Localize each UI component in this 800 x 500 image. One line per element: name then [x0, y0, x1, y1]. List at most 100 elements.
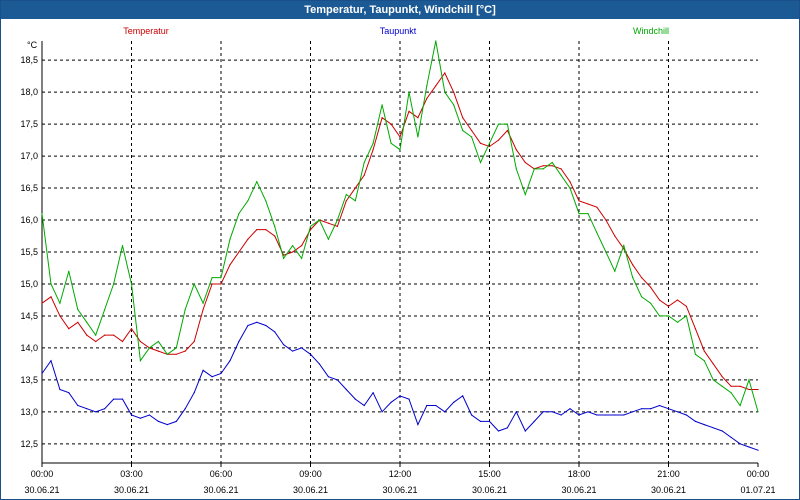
data-point: [336, 225, 338, 227]
data-point: [229, 264, 231, 266]
data-point: [444, 72, 446, 74]
y-tick-label: 16,0: [20, 215, 38, 225]
data-point: [596, 232, 598, 234]
tick-labels: 12,5 13,0 13,5 14,0 14,5 15,0 15,5 16,0 16,5 17,0…: [20, 55, 775, 495]
data-point: [533, 168, 535, 170]
data-point: [605, 414, 607, 416]
data-point: [757, 388, 759, 391]
data-point: [471, 136, 473, 138]
data-point: [497, 139, 500, 141]
data-point: [265, 200, 267, 202]
y-tick-label: 14,5: [20, 311, 38, 321]
x-tick-date: 30.06.21: [472, 485, 507, 495]
data-point: [605, 251, 607, 253]
data-point: [453, 401, 455, 403]
data-point: [363, 174, 365, 176]
data-point: [309, 353, 312, 355]
data-point: [614, 270, 616, 272]
legend-taupunkt: Taupunkt: [380, 26, 417, 36]
data-point: [301, 257, 303, 259]
data-point: [685, 414, 688, 416]
data-point: [676, 299, 679, 301]
data-point: [694, 328, 697, 330]
data-point: [283, 257, 285, 259]
data-point: [130, 283, 133, 285]
data-point: [542, 165, 544, 167]
y-tick-label: 14,0: [20, 343, 38, 353]
data-point: [220, 283, 222, 285]
data-point: [408, 110, 410, 112]
data-point: [238, 213, 240, 215]
data-point: [121, 398, 124, 400]
data-point: [667, 408, 670, 410]
data-point: [301, 347, 303, 349]
data-point: [95, 334, 97, 336]
y-tick-label: 17,0: [20, 151, 38, 161]
data-point: [426, 97, 428, 100]
data-point: [327, 238, 329, 240]
data-point: [399, 136, 401, 138]
x-tick-date: 30.06.21: [561, 485, 596, 495]
data-point: [211, 376, 213, 378]
data-point: [381, 411, 383, 413]
data-point: [748, 446, 750, 448]
y-tick-label: 15,0: [20, 279, 38, 289]
data-point: [372, 149, 374, 151]
data-point: [345, 388, 347, 391]
data-point: [41, 213, 43, 215]
data-point: [59, 302, 61, 304]
data-point: [95, 411, 97, 413]
data-point: [354, 398, 356, 400]
data-point: [113, 283, 115, 285]
data-point: [444, 91, 446, 93]
data-point: [650, 286, 652, 288]
data-point: [560, 168, 562, 170]
data-point: [113, 334, 115, 336]
data-point: [587, 213, 589, 215]
data-point: [50, 296, 52, 298]
y-tick-label: 13,5: [20, 375, 38, 385]
data-point: [104, 308, 106, 311]
data-point: [560, 174, 562, 176]
series: [41, 40, 759, 451]
data-point: [283, 344, 285, 346]
data-point: [453, 104, 455, 106]
data-point: [175, 420, 177, 422]
data-point: [265, 229, 267, 231]
data-point: [104, 408, 106, 410]
data-point: [506, 123, 508, 125]
data-point: [721, 430, 723, 432]
data-point: [336, 379, 338, 381]
y-tick-label: 18,0: [20, 87, 38, 97]
data-point: [256, 181, 258, 183]
data-point: [426, 85, 428, 87]
data-point: [390, 142, 392, 144]
data-point: [748, 379, 750, 381]
data-point: [372, 142, 374, 144]
data-point: [327, 222, 329, 224]
data-point: [721, 376, 723, 378]
data-point: [551, 411, 553, 413]
y-tick-label: 17,5: [20, 119, 38, 129]
data-point: [220, 372, 222, 375]
data-point: [229, 360, 231, 362]
data-point: [524, 430, 526, 432]
data-point: [193, 392, 195, 394]
x-tick-time: 03:00: [120, 469, 143, 479]
data-point: [435, 404, 437, 407]
data-point: [166, 424, 168, 426]
data-point: [524, 161, 526, 164]
x-tick-time: 06:00: [210, 469, 233, 479]
data-point: [139, 340, 141, 343]
data-point: [542, 168, 544, 170]
data-point: [632, 411, 634, 413]
data-point: [202, 369, 204, 371]
data-point: [685, 305, 688, 307]
data-point: [193, 340, 195, 343]
data-point: [676, 411, 679, 413]
data-point: [515, 168, 517, 170]
data-point: [488, 420, 491, 422]
data-point: [95, 340, 97, 343]
